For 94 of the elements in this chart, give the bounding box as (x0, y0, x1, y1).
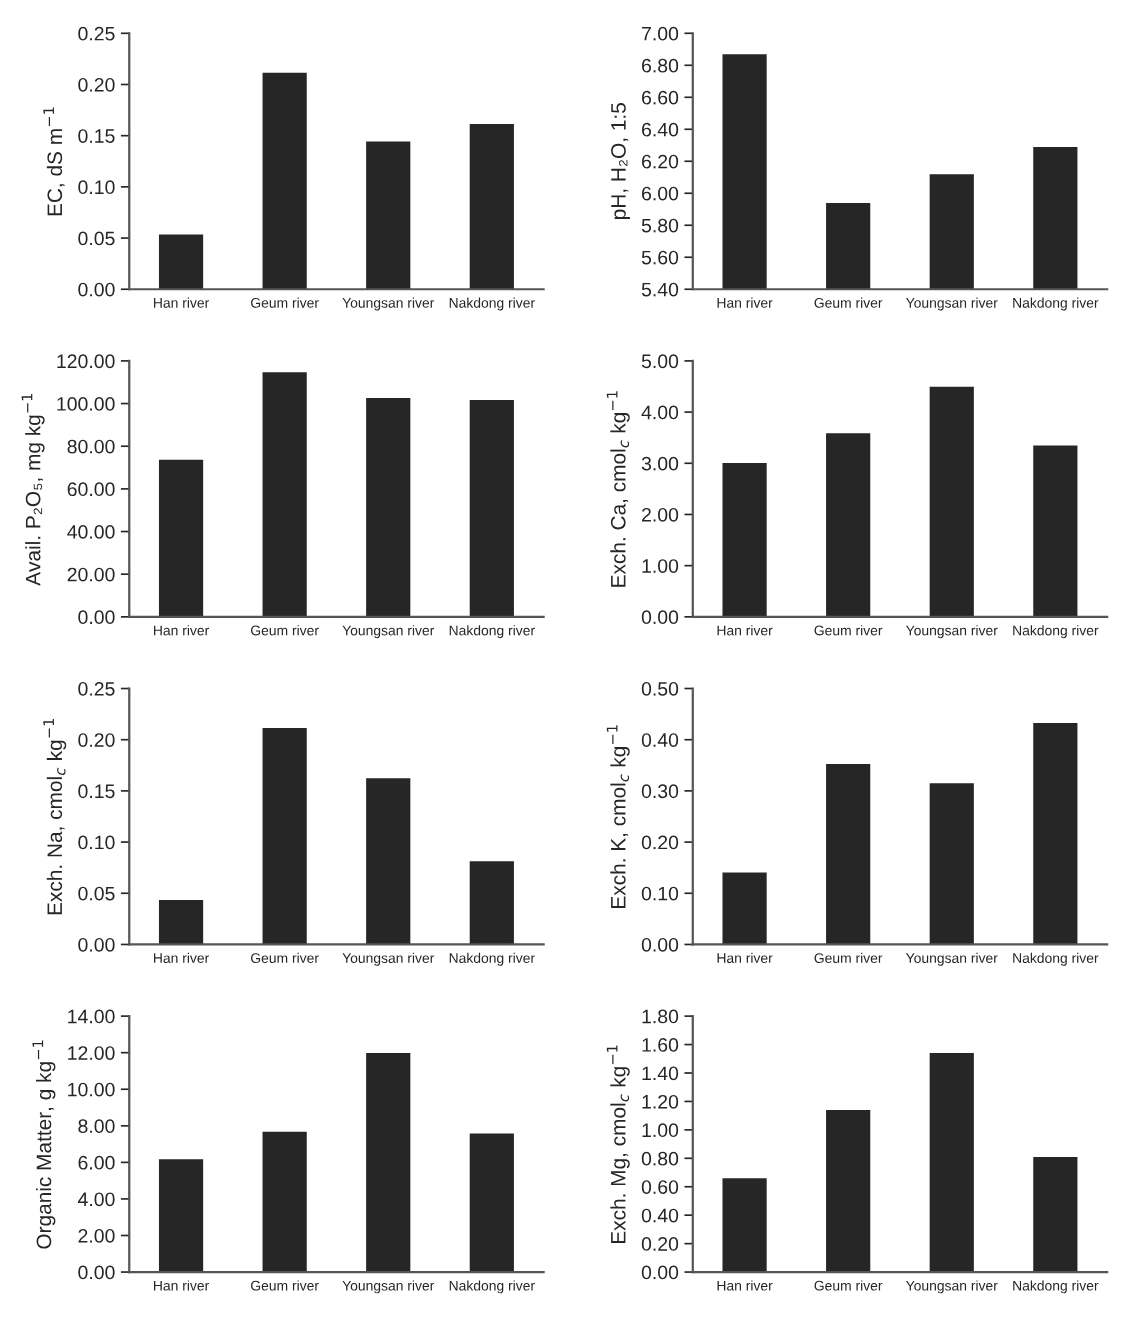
bar (722, 462, 767, 617)
y-tick-label: 80.00 (67, 439, 115, 454)
bar (262, 372, 307, 617)
y-axis-title: Avail. P₂O₅, mg kg$^{−1}$ (21, 393, 45, 586)
bar (826, 1110, 871, 1273)
y-tick-label: 1.00 (642, 1123, 679, 1138)
y-tick-label: 1.40 (642, 1066, 679, 1081)
y-tick-label: 6.00 (642, 186, 679, 201)
y-tick-label: 4.00 (77, 1192, 115, 1207)
y-tick-label: 1.20 (642, 1094, 679, 1109)
bar (929, 783, 974, 945)
y-tick-label: 3.00 (641, 456, 679, 471)
y-tick-label: 0.15 (78, 129, 115, 143)
bar (158, 234, 204, 290)
bar (929, 386, 974, 617)
y-tick-label: 6.80 (642, 58, 679, 73)
y-tick-label: 0.00 (78, 282, 115, 297)
bar (158, 459, 204, 617)
bar (469, 124, 514, 290)
y-tick-label: 0.05 (78, 886, 115, 901)
y-tick-label: 6.40 (642, 122, 679, 137)
bar (158, 1159, 204, 1273)
y-tick-label: 0.40 (641, 733, 679, 747)
y-tick-label: 0.80 (641, 1151, 679, 1166)
y-tick-label: 0.00 (641, 1265, 679, 1280)
y-tick-label: 1.80 (642, 1009, 679, 1024)
y-tick-label: 0.00 (641, 610, 679, 625)
y-tick-label: 40.00 (67, 525, 115, 539)
bar (1033, 1156, 1078, 1273)
y-tick-label: 5.40 (641, 282, 679, 297)
y-tick-label: 2.00 (78, 1228, 115, 1243)
y-tick-label: 0.10 (78, 180, 115, 195)
y-tick-label: 14.00 (68, 1009, 115, 1024)
bar (262, 1131, 307, 1273)
y-tick-label: 0.40 (641, 1208, 679, 1223)
y-tick-label: 2.00 (642, 507, 679, 522)
y-tick-label: 0.25 (78, 26, 115, 41)
y-tick-label: 120.00 (57, 354, 115, 369)
y-tick-label: 5.80 (641, 218, 679, 233)
y-tick-label: 4.00 (641, 405, 679, 420)
bar (722, 1178, 767, 1273)
bar (929, 1053, 974, 1273)
y-tick-label: 7.00 (642, 26, 679, 41)
y-tick-label: 100.00 (57, 397, 115, 411)
y-tick-label: 0.20 (78, 77, 115, 92)
bar (469, 400, 514, 617)
y-tick-label: 0.30 (641, 784, 679, 799)
y-tick-label: 0.05 (78, 231, 115, 246)
y-tick-label: 0.20 (641, 835, 679, 850)
bar (366, 141, 411, 290)
y-tick-label: 0.00 (78, 610, 115, 625)
bar (1033, 722, 1078, 945)
y-tick-label: 12.00 (68, 1046, 115, 1060)
bar (469, 861, 514, 945)
y-tick-label: 0.20 (641, 1237, 679, 1251)
y-tick-label: 1.60 (642, 1038, 679, 1052)
y-tick-label: 10.00 (68, 1082, 115, 1097)
y-axis-title: EC, dS m$^{−1}$ (43, 107, 65, 216)
y-tick-label: 6.20 (642, 154, 679, 169)
y-tick-label: 6.60 (642, 90, 679, 105)
y-axis-title: Exch. Mg, cmol$_{c}$ kg$^{−1}$ (606, 1045, 630, 1243)
bar (722, 872, 767, 945)
y-tick-label: 0.00 (78, 1265, 115, 1280)
y-tick-label: 0.60 (641, 1180, 679, 1194)
bar (826, 763, 871, 945)
bar (469, 1133, 514, 1273)
y-axis-title: Exch. Na, cmol$_{c}$ kg$^{−1}$ (43, 718, 67, 915)
bar (366, 397, 411, 617)
y-tick-label: 0.50 (641, 681, 679, 696)
bar (826, 433, 871, 617)
y-tick-label: 0.10 (641, 886, 679, 901)
y-tick-label: 0.00 (641, 937, 679, 952)
y-tick-label: 5.00 (641, 354, 679, 369)
y-tick-label: 6.00 (78, 1155, 115, 1170)
bar (366, 778, 411, 945)
y-tick-label: 20.00 (67, 567, 115, 582)
bar (366, 1053, 411, 1273)
y-tick-label: 8.00 (78, 1119, 115, 1134)
y-tick-label: 5.60 (641, 250, 679, 265)
y-tick-label: 0.25 (78, 681, 115, 696)
bar (1033, 445, 1078, 617)
y-tick-label: 1.00 (642, 559, 679, 573)
y-tick-label: 0.00 (78, 937, 115, 952)
bar (158, 900, 204, 945)
y-tick-label: 0.20 (78, 733, 115, 747)
y-axis-title: pH, H₂O, 1:5 (611, 103, 630, 219)
bar (262, 72, 307, 290)
y-tick-label: 60.00 (67, 482, 115, 497)
y-tick-label: 0.15 (78, 784, 115, 799)
y-tick-label: 0.10 (78, 835, 115, 850)
y-axis-title: Exch. K, cmol$_{c}$ kg$^{−1}$ (606, 725, 630, 908)
y-axis-title: Organic Matter, g kg$^{−1}$ (32, 1040, 56, 1249)
bar (262, 728, 307, 945)
y-axis-title: Exch. Ca, cmol$_{c}$ kg$^{−1}$ (606, 391, 630, 587)
